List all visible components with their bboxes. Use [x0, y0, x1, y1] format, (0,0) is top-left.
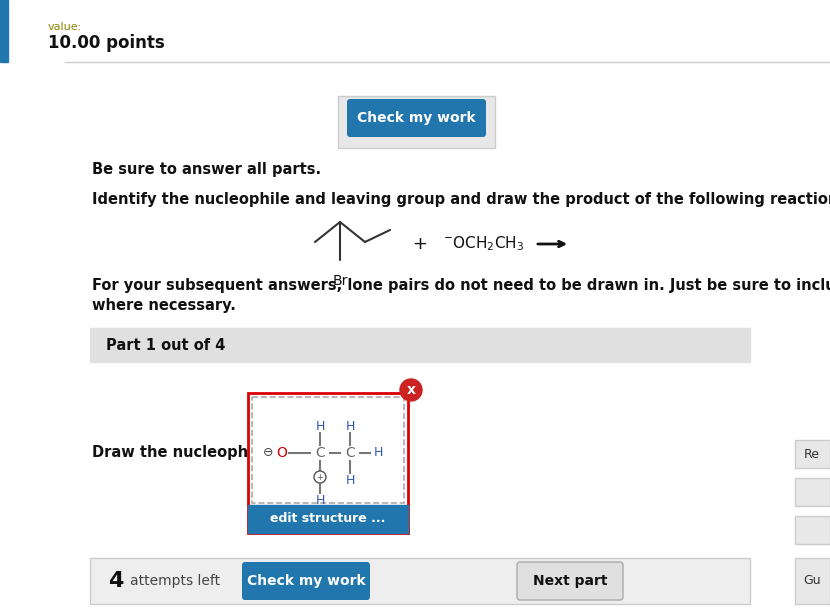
Text: 10.00 points: 10.00 points: [48, 34, 164, 52]
Text: $^{-}$OCH$_2$CH$_3$: $^{-}$OCH$_2$CH$_3$: [443, 234, 525, 253]
Text: Identify the nucleophile and leaving group and draw the product of the following: Identify the nucleophile and leaving gro…: [92, 192, 830, 207]
Text: where necessary.: where necessary.: [92, 298, 236, 313]
Text: H: H: [374, 447, 383, 460]
Text: +: +: [413, 235, 427, 253]
Text: H: H: [315, 419, 325, 433]
Circle shape: [314, 471, 326, 483]
FancyBboxPatch shape: [242, 562, 370, 600]
FancyBboxPatch shape: [517, 562, 623, 600]
Circle shape: [400, 379, 422, 401]
Text: 4: 4: [108, 571, 124, 591]
Text: H: H: [315, 494, 325, 507]
Text: C: C: [345, 446, 355, 460]
Text: For your subsequent answers, lone pairs do not need to be drawn in. Just be sure: For your subsequent answers, lone pairs …: [92, 278, 830, 293]
Text: ⊖: ⊖: [263, 447, 273, 460]
Bar: [248, 505, 408, 533]
Text: +: +: [316, 472, 324, 482]
Bar: [338, 96, 495, 148]
Bar: [0, 0, 8, 62]
Text: Check my work: Check my work: [357, 111, 476, 125]
FancyBboxPatch shape: [347, 99, 486, 137]
Bar: [795, 516, 830, 544]
Text: attempts left: attempts left: [130, 574, 220, 588]
Text: H: H: [345, 474, 354, 488]
Text: x: x: [407, 383, 416, 397]
Text: H: H: [345, 419, 354, 433]
Bar: [248, 393, 408, 533]
Text: Next part: Next part: [533, 574, 608, 588]
Bar: [252, 397, 404, 503]
Bar: [795, 440, 830, 468]
Bar: [795, 478, 830, 506]
Bar: [795, 558, 830, 604]
Text: C: C: [315, 446, 325, 460]
Text: Check my work: Check my work: [247, 574, 365, 588]
Text: Draw the nucleophile:: Draw the nucleophile:: [92, 446, 274, 460]
Text: Re: Re: [804, 447, 820, 460]
Text: value:: value:: [48, 22, 82, 32]
Text: Gu: Gu: [803, 575, 821, 588]
Bar: [90, 558, 750, 604]
Text: edit structure ...: edit structure ...: [271, 512, 386, 526]
Text: Part 1 out of 4: Part 1 out of 4: [106, 337, 226, 353]
Text: Br: Br: [332, 274, 348, 288]
Text: Be sure to answer all parts.: Be sure to answer all parts.: [92, 162, 321, 177]
Bar: [90, 328, 750, 362]
Text: O: O: [276, 446, 287, 460]
